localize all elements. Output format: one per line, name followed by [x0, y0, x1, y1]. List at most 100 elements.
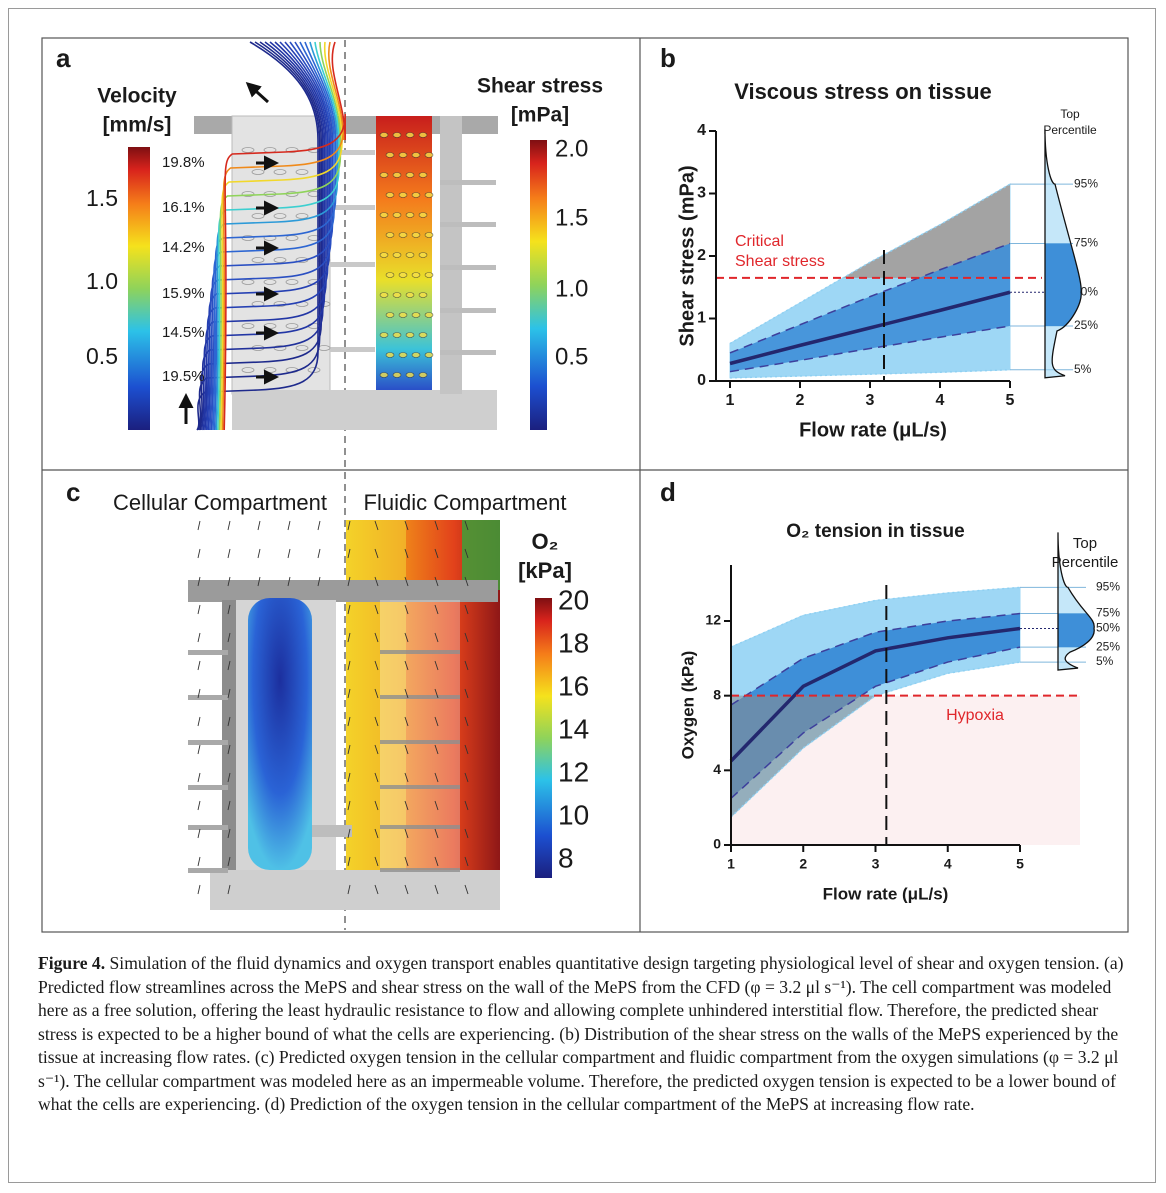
x-axis-label: Flow rate (μL/s) [799, 419, 947, 441]
colorbar-tick-label: 16 [558, 670, 589, 701]
flow-vector [374, 828, 379, 839]
flow-vector [434, 688, 439, 699]
colorbar-tick-label: 2.0 [555, 135, 588, 162]
device-frame [380, 600, 460, 870]
flow-vector [374, 744, 379, 755]
flow-vector [227, 660, 231, 671]
shear-pore [418, 132, 428, 138]
streamline [201, 41, 324, 431]
y-tick-label: 2 [697, 247, 706, 264]
device-body [231, 115, 331, 395]
colorbar [128, 147, 150, 430]
panel-a: a Velocity [mm/s] 1.5 1.0 0.5 Shear stress [mPa… [56, 41, 603, 431]
shear-pore [424, 232, 434, 238]
colorbar-tick-label: 8 [558, 842, 574, 873]
percentile-label: 5% [1074, 362, 1092, 376]
device-fin [188, 825, 228, 830]
device-fin [380, 785, 460, 789]
colorbar-tick-label: 0.5 [555, 343, 588, 370]
flow-vector [197, 548, 201, 559]
shear-pore [398, 192, 408, 198]
shear-pore [398, 272, 408, 278]
device-base [210, 870, 500, 910]
flow-vector [197, 800, 201, 811]
percentile-label: 95% [1074, 176, 1098, 190]
shear-pore [418, 212, 428, 218]
flow-vector [464, 744, 469, 755]
streamline [221, 41, 345, 431]
flow-vector [347, 828, 351, 839]
flow-vector [404, 520, 409, 531]
shear-pore [385, 192, 395, 198]
shear-pore [424, 312, 434, 318]
flow-vector [197, 716, 201, 727]
percentile-label: 50% [1096, 621, 1120, 635]
figure-caption: Figure 4. Simulation of the fluid dynami… [38, 952, 1132, 1117]
flow-vector [404, 772, 409, 783]
pore [241, 191, 255, 197]
flow-vector [197, 688, 201, 699]
device-fin [440, 222, 496, 227]
flow-vector [197, 660, 201, 671]
shear-pore [418, 252, 428, 258]
flow-vector [374, 772, 379, 783]
percentile-line [729, 242, 1011, 354]
flow-vector [434, 772, 439, 783]
shear-pore [405, 172, 415, 178]
colorbar-title: [mm/s] [103, 114, 172, 137]
colorbar-title: Shear stress [477, 75, 603, 98]
shear-pore [411, 232, 421, 238]
flow-vector [434, 800, 439, 811]
shear-pore [405, 292, 415, 298]
flow-vector [404, 716, 409, 727]
streamline [197, 41, 321, 431]
page-frame [8, 8, 1156, 1183]
oxygen-field-low [462, 520, 500, 590]
pore [285, 323, 299, 329]
panel-grid [41, 37, 1129, 933]
shear-pore [411, 272, 421, 278]
streamline [196, 41, 319, 431]
flow-vector [464, 828, 469, 839]
flow-vector [374, 856, 379, 867]
flow-vector [317, 548, 321, 559]
colorbar-title: O₂ [532, 529, 559, 554]
shear-pore [392, 332, 402, 338]
shear-pore [424, 352, 434, 358]
percentile-label: 5% [1096, 654, 1114, 668]
shear-pore [379, 332, 389, 338]
colorbar [530, 140, 547, 430]
flow-fraction: 19.8% [162, 154, 205, 171]
pore [295, 213, 309, 219]
shear-pore [385, 272, 395, 278]
device-fin [188, 868, 228, 873]
device-wall [440, 116, 462, 394]
streamline [212, 41, 335, 431]
x-tick-label: 3 [866, 392, 875, 409]
flow-vector [257, 520, 261, 531]
shear-pore [411, 352, 421, 358]
flow-vector [227, 688, 231, 699]
device-base [232, 390, 497, 430]
compartment-label: Cellular Compartment [113, 490, 327, 515]
shear-pore [379, 292, 389, 298]
flow-vector [347, 660, 351, 671]
x-axis-label: Flow rate (μL/s) [823, 884, 949, 903]
flow-vector [197, 520, 201, 531]
shear-pore [385, 312, 395, 318]
flow-fraction: 14.5% [162, 324, 205, 341]
flow-vector [227, 548, 231, 559]
flow-vector [374, 716, 379, 727]
shear-pore [392, 372, 402, 378]
streamline [223, 41, 346, 431]
colorbar-tick-label: 14 [558, 713, 589, 744]
x-tick-label: 5 [1016, 856, 1024, 872]
flow-vector [374, 660, 379, 671]
flow-vector [227, 884, 231, 895]
flow-vector [434, 520, 439, 531]
flow-arrow [245, 81, 270, 104]
x-tick-label: 3 [872, 856, 880, 872]
flow-vector [434, 576, 439, 587]
flow-vector [464, 576, 469, 587]
streamline [199, 41, 322, 431]
